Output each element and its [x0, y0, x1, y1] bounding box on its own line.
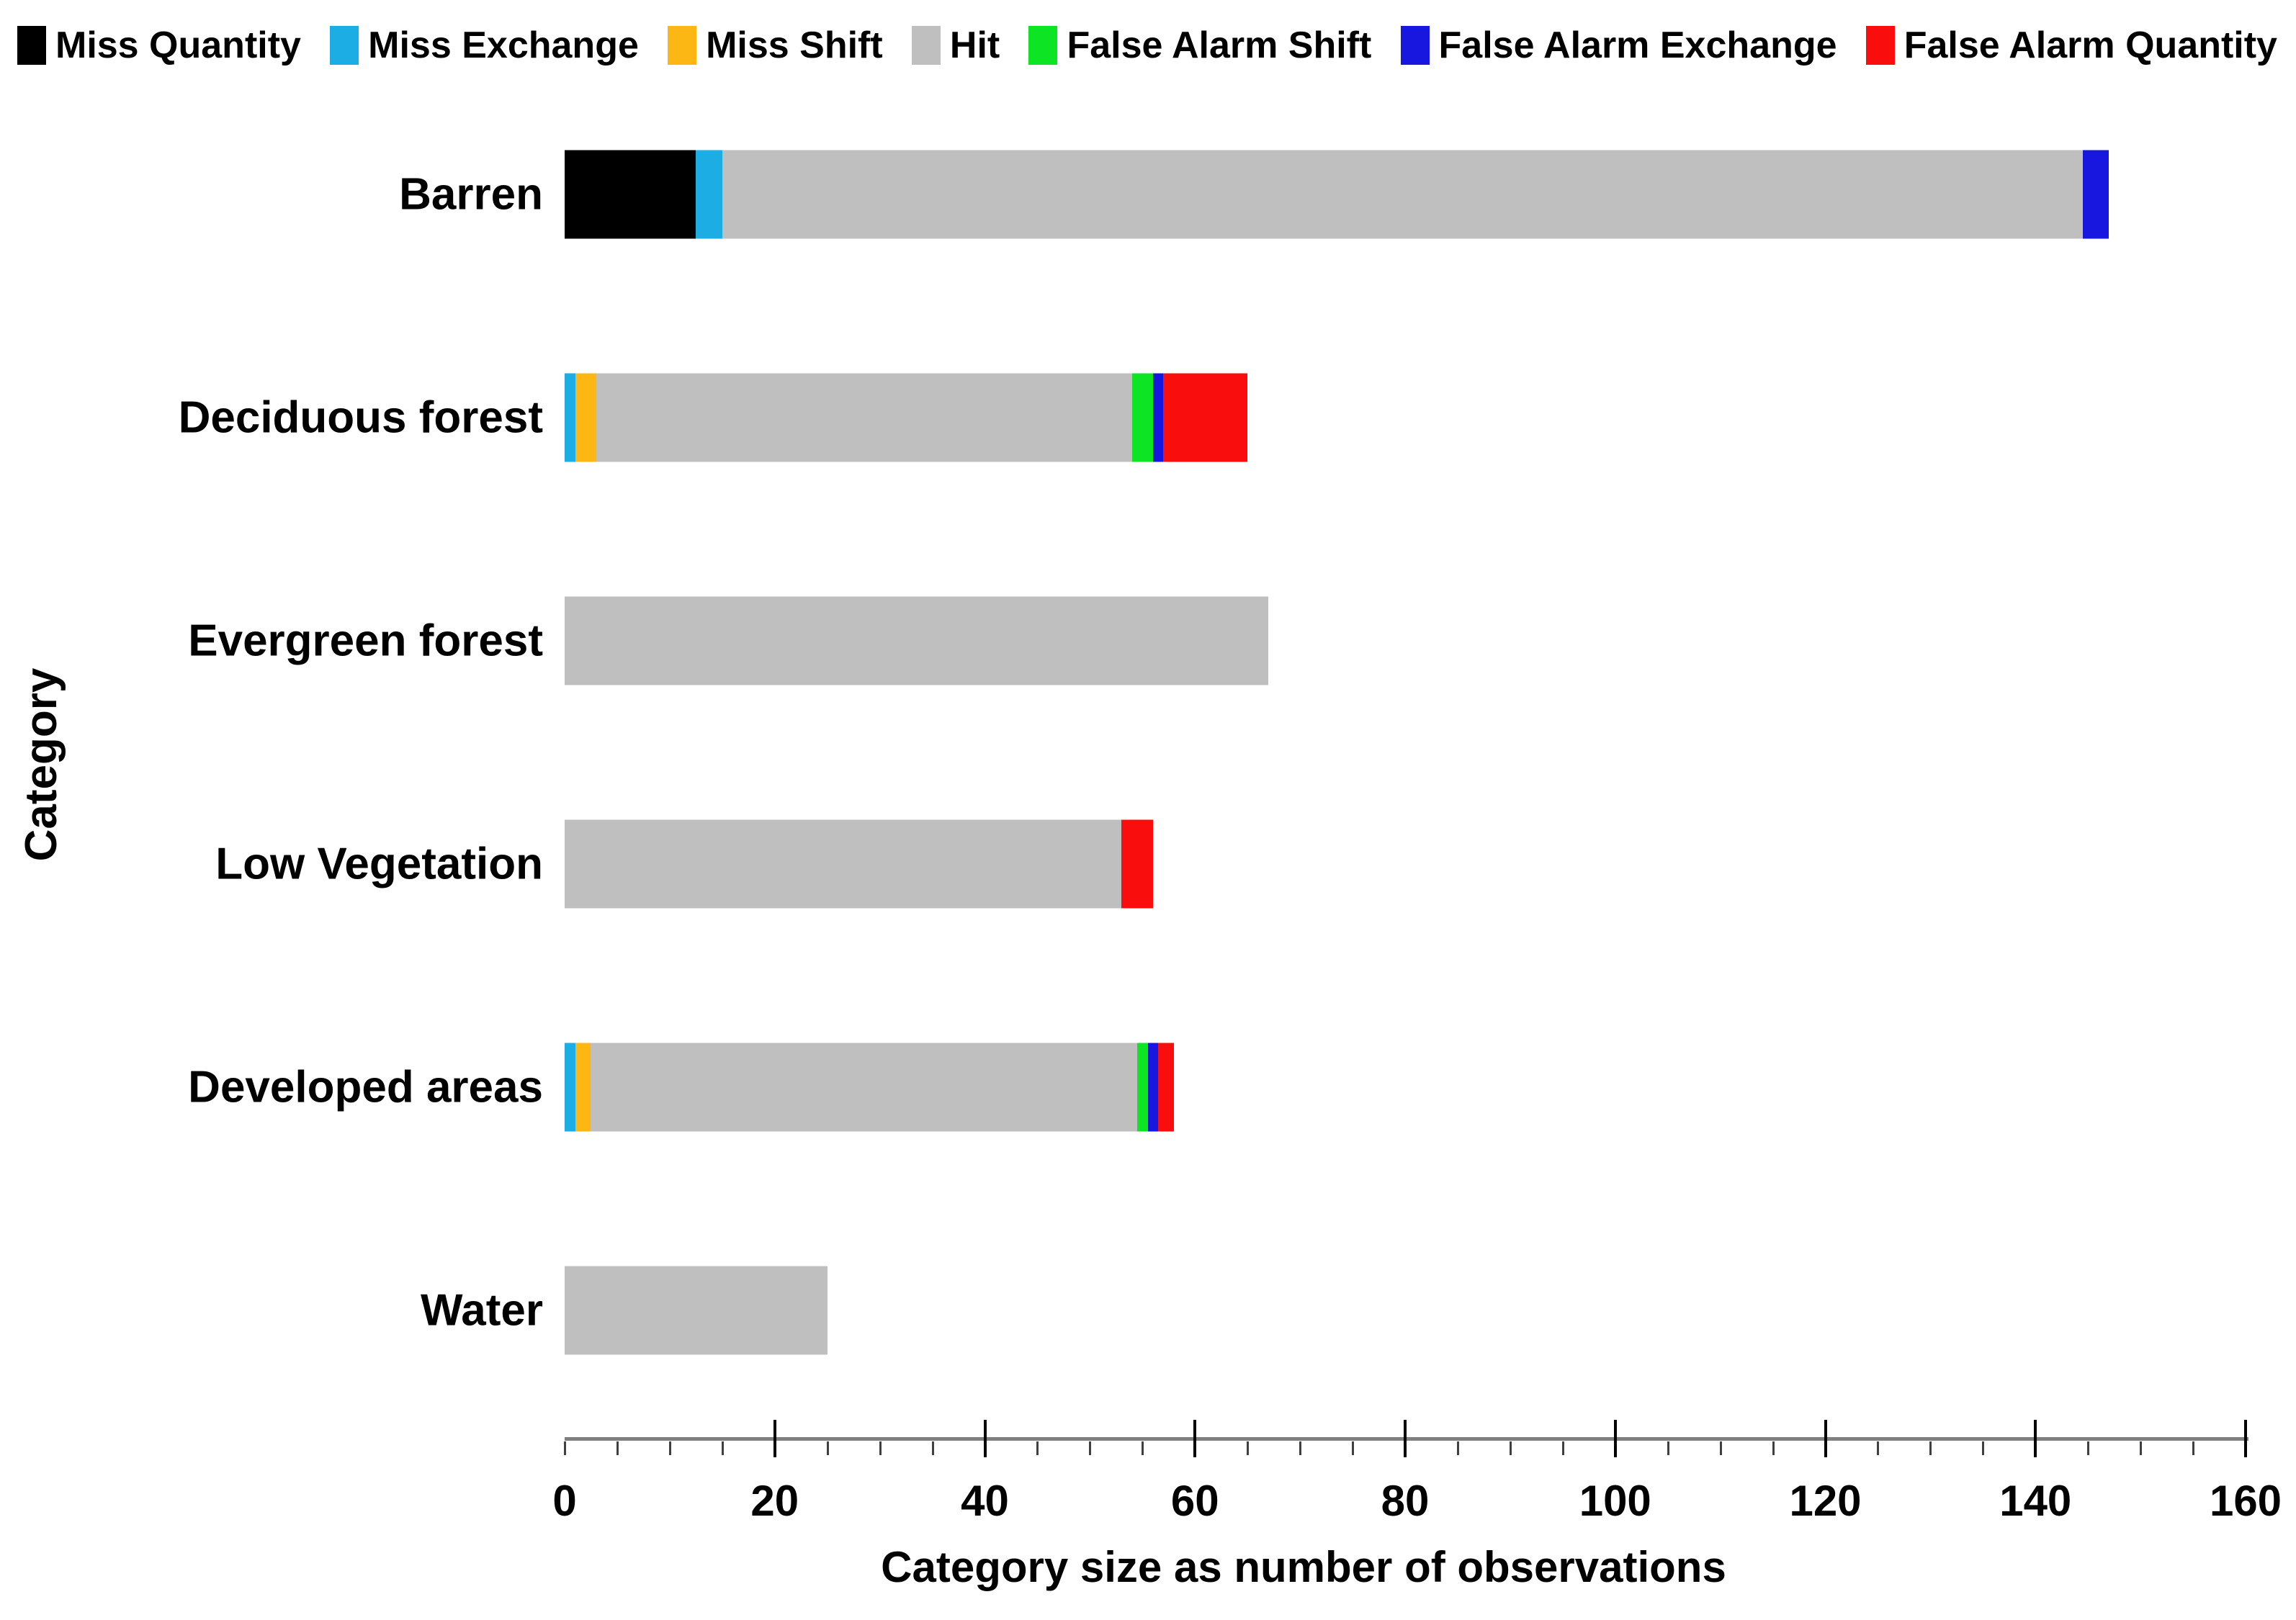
bar-segment-low-vegetation-hit	[565, 819, 1122, 909]
bar-segment-developed-areas-hit	[591, 1043, 1137, 1132]
legend-item-false-alarm-shift: False Alarm Shift	[1028, 24, 1371, 67]
legend-label-false-alarm-quantity: False Alarm Quantity	[1903, 24, 2277, 66]
bar-segment-barren-false-alarm-exchange	[2082, 150, 2109, 239]
x-tick-label-60: 60	[1170, 1477, 1219, 1525]
category-label-evergreen-forest: Evergreen forest	[188, 616, 543, 666]
x-axis-major-tick	[983, 1420, 987, 1457]
legend-swatch-false-alarm-shift	[1028, 26, 1058, 65]
x-axis-minor-tick	[1667, 1441, 1669, 1455]
category-label-deciduous-forest: Deciduous forest	[178, 392, 543, 443]
bar-segment-water-hit	[565, 1266, 828, 1355]
x-axis-minor-tick	[931, 1441, 934, 1455]
legend-swatch-miss-quantity	[17, 26, 46, 65]
x-axis-title: Category size as number of observations	[881, 1543, 1726, 1591]
legend-item-miss-quantity: Miss Quantity	[17, 24, 301, 67]
legend-swatch-false-alarm-quantity	[1865, 26, 1895, 65]
bar-segment-deciduous-forest-hit	[596, 373, 1132, 462]
x-axis-minor-tick	[1509, 1441, 1512, 1455]
bar-segment-barren-miss-quantity	[565, 150, 696, 239]
legend-swatch-miss-exchange	[330, 26, 359, 65]
x-axis-minor-tick	[1982, 1441, 1985, 1455]
x-axis-minor-tick	[2140, 1441, 2143, 1455]
category-label-water: Water	[421, 1285, 543, 1336]
x-axis-minor-tick	[1089, 1441, 1092, 1455]
x-axis-line	[565, 1437, 2248, 1441]
x-axis-minor-tick	[1929, 1441, 1932, 1455]
bar-segment-developed-areas-false-alarm-shift	[1137, 1043, 1148, 1132]
bar-segment-developed-areas-miss-shift	[575, 1043, 591, 1132]
x-axis-major-tick	[1613, 1420, 1617, 1457]
x-tick-label-80: 80	[1381, 1477, 1430, 1525]
x-axis-minor-tick	[826, 1441, 829, 1455]
x-axis-minor-tick	[668, 1441, 671, 1455]
x-tick-label-20: 20	[750, 1477, 799, 1525]
x-tick-label-0: 0	[552, 1477, 577, 1525]
bar-deciduous-forest	[565, 373, 1248, 462]
legend-item-miss-shift: Miss Shift	[668, 24, 883, 67]
x-axis-minor-tick	[1352, 1441, 1355, 1455]
category-label-barren: Barren	[399, 169, 543, 220]
legend-label-false-alarm-shift: False Alarm Shift	[1067, 24, 1372, 66]
category-label-developed-areas: Developed areas	[188, 1062, 543, 1112]
x-axis-major-tick	[773, 1420, 776, 1457]
x-axis-major-tick	[1193, 1420, 1197, 1457]
x-axis-minor-tick	[1247, 1441, 1250, 1455]
x-axis-minor-tick	[1456, 1441, 1459, 1455]
bar-barren	[565, 150, 2109, 239]
bar-segment-deciduous-forest-false-alarm-shift	[1131, 373, 1153, 462]
legend-item-miss-exchange: Miss Exchange	[330, 24, 639, 67]
bar-segment-barren-hit	[722, 150, 2083, 239]
legend-label-false-alarm-exchange: False Alarm Exchange	[1438, 24, 1837, 66]
x-tick-label-140: 140	[1999, 1477, 2072, 1525]
bar-segment-developed-areas-false-alarm-quantity	[1158, 1043, 1175, 1132]
x-axis-minor-tick	[1561, 1441, 1564, 1455]
bar-evergreen-forest	[565, 596, 1269, 685]
legend-item-false-alarm-exchange: False Alarm Exchange	[1400, 24, 1837, 67]
x-axis-minor-tick	[1299, 1441, 1302, 1455]
bar-water	[565, 1266, 828, 1355]
x-axis-minor-tick	[879, 1441, 882, 1455]
legend-label-miss-shift: Miss Shift	[706, 24, 883, 66]
legend-swatch-hit	[911, 26, 941, 65]
legend-label-hit: Hit	[949, 24, 1000, 66]
bar-segment-evergreen-forest-hit	[565, 596, 1269, 685]
bar-segment-low-vegetation-false-alarm-quantity	[1121, 819, 1153, 909]
x-axis-minor-tick	[1719, 1441, 1722, 1455]
x-tick-label-100: 100	[1579, 1477, 1651, 1525]
legend-item-false-alarm-quantity: False Alarm Quantity	[1865, 24, 2277, 67]
x-axis-minor-tick	[1036, 1441, 1039, 1455]
x-axis-major-tick	[1404, 1420, 1407, 1457]
x-tick-label-160: 160	[2209, 1477, 2282, 1525]
x-axis-major-tick	[2034, 1420, 2037, 1457]
x-axis-minor-tick	[2087, 1441, 2090, 1455]
bar-segment-deciduous-forest-miss-exchange	[565, 373, 575, 462]
x-axis-minor-tick	[564, 1441, 566, 1455]
x-axis-major-tick	[2244, 1420, 2247, 1457]
bar-segment-deciduous-forest-false-alarm-quantity	[1163, 373, 1248, 462]
bar-segment-deciduous-forest-false-alarm-exchange	[1152, 373, 1164, 462]
legend-item-hit: Hit	[911, 24, 1000, 67]
legend-swatch-miss-shift	[668, 26, 697, 65]
x-axis-minor-tick	[1142, 1441, 1144, 1455]
bar-developed-areas	[565, 1043, 1175, 1132]
x-axis-major-tick	[1824, 1420, 1827, 1457]
bar-segment-developed-areas-false-alarm-exchange	[1147, 1043, 1159, 1132]
bar-low-vegetation	[565, 819, 1153, 909]
x-axis-minor-tick	[2192, 1441, 2195, 1455]
x-tick-label-40: 40	[961, 1477, 1009, 1525]
x-axis-minor-tick	[1877, 1441, 1880, 1455]
legend-swatch-false-alarm-exchange	[1400, 26, 1430, 65]
bar-segment-developed-areas-miss-exchange	[565, 1043, 575, 1132]
bar-segment-barren-miss-exchange	[696, 150, 722, 239]
legend-label-miss-exchange: Miss Exchange	[368, 24, 639, 66]
category-label-low-vegetation: Low Vegetation	[215, 839, 543, 889]
legend-label-miss-quantity: Miss Quantity	[55, 24, 301, 66]
legend: Miss Quantity Miss Exchange Miss Shift Hit F…	[17, 20, 2277, 71]
x-tick-label-120: 120	[1789, 1477, 1862, 1525]
bar-segment-deciduous-forest-miss-shift	[575, 373, 596, 462]
x-axis-minor-tick	[721, 1441, 724, 1455]
x-axis-minor-tick	[616, 1441, 619, 1455]
x-axis-minor-tick	[1772, 1441, 1775, 1455]
